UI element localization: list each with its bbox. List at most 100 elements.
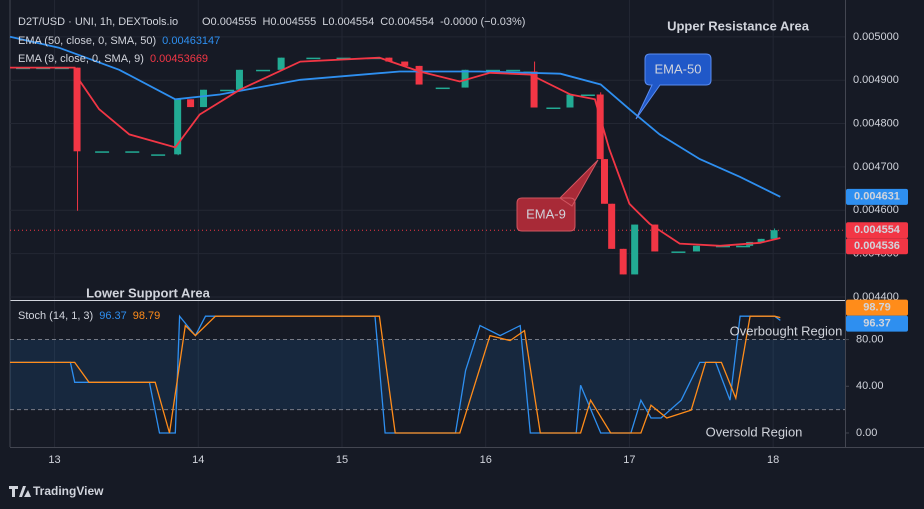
candle [461, 69, 469, 88]
candle [546, 107, 561, 110]
candle-body [715, 245, 730, 248]
candle [596, 92, 604, 160]
brand-name: TradingView [33, 484, 104, 498]
candle [608, 203, 616, 249]
candle [631, 224, 639, 275]
callout-box [516, 159, 599, 232]
indicator-legend: Stoch (14, 1, 3) 96.37 98.79 [18, 310, 160, 322]
candle [336, 57, 351, 60]
candle [651, 224, 659, 252]
candle-body [277, 57, 285, 70]
candle [566, 94, 574, 108]
ohlc-value: C0.004554 [380, 16, 434, 28]
y-tick-label: 0.004700 [853, 161, 899, 173]
price-tag-label: 0.004554 [854, 224, 901, 236]
legend-value: 0.00453669 [150, 53, 208, 65]
ohlc-value: O0.004555 [202, 16, 256, 28]
candle [715, 245, 730, 248]
candle-body [461, 69, 469, 88]
y-tick-label: 0.004600 [853, 204, 899, 216]
candle-body [220, 89, 235, 92]
candle-body [187, 99, 195, 108]
candle-body [486, 69, 501, 72]
stoch-line [10, 314, 781, 434]
candle-body [73, 67, 81, 152]
y-tick-label: 0.004800 [853, 117, 899, 129]
annotation: Overbought Region [730, 323, 843, 338]
price-tag-label: 0.004631 [854, 191, 900, 203]
ohlc-value: -0.0000 (−0.03%) [440, 16, 525, 28]
candle [435, 87, 450, 90]
candle-body [596, 94, 604, 160]
candle-body [530, 71, 538, 108]
candle [506, 69, 521, 72]
x-tick-label: 13 [48, 454, 60, 466]
price-tag [846, 238, 908, 255]
candle [580, 94, 595, 97]
candle [619, 248, 627, 275]
legend-name: EMA (50, close, 0, SMA, 50) [18, 35, 156, 47]
candle-body [200, 89, 208, 108]
legend-entry: EMA (9, close, 0, SMA, 9) 0.00453669 [18, 53, 208, 65]
ohlc-legend: O0.004555 H0.004555 L0.004554 C0.004554 -0.0… [202, 16, 525, 28]
legend-entry: EMA (50, close, 0, SMA, 50) 0.00463147 [18, 35, 220, 47]
candle [187, 99, 195, 108]
chart-title: D2T/USD · UNI, 1h, DEXTools.io [18, 16, 178, 28]
candle-body [336, 57, 351, 60]
x-tick-label: 15 [336, 454, 348, 466]
candle [200, 89, 208, 108]
y-tick-label: 0.004900 [853, 74, 899, 86]
price-tag-label: 98.79 [863, 302, 891, 314]
candle-body [600, 159, 608, 204]
candle-body [401, 61, 409, 66]
price-tag [846, 222, 908, 239]
candle-body [566, 94, 574, 108]
callout-label: EMA-50 [655, 61, 702, 76]
candle-body [256, 69, 271, 72]
annotation: Upper Resistance Area [667, 18, 810, 33]
candle-body [435, 87, 450, 90]
candle-body [619, 248, 627, 275]
candle [415, 65, 423, 85]
candle-body [631, 224, 639, 275]
candle-body [608, 203, 616, 249]
candle-body [671, 251, 686, 253]
candle [757, 238, 765, 242]
band-fill [10, 339, 845, 410]
candle [220, 89, 235, 92]
indicator-value: 98.79 [133, 310, 161, 322]
candle-body [174, 99, 182, 155]
price-tag [846, 315, 908, 332]
candle [174, 98, 182, 156]
candle [151, 154, 166, 156]
y-tick-label: 80.00 [856, 333, 884, 345]
annotation: Oversold Region [706, 424, 803, 439]
candle-body [651, 224, 659, 252]
x-tick-label: 14 [192, 454, 204, 466]
tradingview-logo: TradingView [9, 484, 104, 498]
candle-body [125, 151, 140, 153]
candle [486, 69, 501, 72]
price-tag [846, 299, 908, 316]
candle [125, 151, 140, 153]
ema-line [9, 35, 781, 198]
candle [73, 67, 81, 211]
price-tag-label: 0.004536 [854, 240, 900, 252]
candle [401, 61, 409, 66]
indicator-value: 96.37 [99, 310, 127, 322]
legend-value: 0.00463147 [162, 35, 220, 47]
y-tick-label: 0.005000 [853, 31, 899, 43]
indicator-title: Stoch (14, 1, 3) [18, 310, 93, 322]
stoch-line [10, 315, 781, 434]
callout-box [635, 53, 712, 120]
x-tick-label: 18 [767, 454, 779, 466]
legend-name: EMA (9, close, 0, SMA, 9) [18, 53, 144, 65]
candle [95, 151, 110, 153]
logo-mark [9, 486, 31, 497]
candle [770, 228, 778, 239]
candle [600, 159, 608, 204]
candle-body [151, 154, 166, 156]
price-tag-label: 96.37 [863, 318, 891, 330]
candle [530, 61, 538, 108]
